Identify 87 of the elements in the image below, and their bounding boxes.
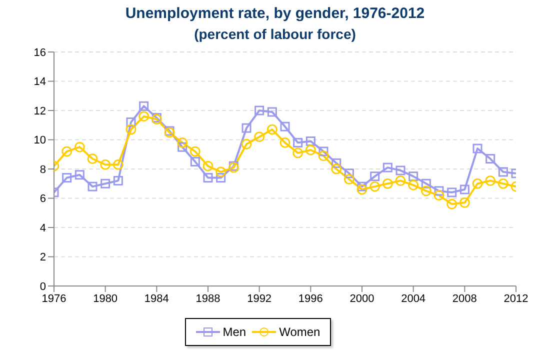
point — [113, 176, 123, 186]
point — [280, 122, 290, 132]
point — [293, 138, 303, 148]
y-tick-label: 4 — [40, 222, 46, 234]
x-tick-label: 1992 — [247, 292, 272, 305]
x-tick-label: 1980 — [93, 292, 118, 305]
point — [216, 173, 226, 183]
point — [459, 197, 470, 208]
point — [254, 132, 265, 142]
x-tick-label: 1996 — [298, 292, 323, 305]
point — [332, 158, 342, 168]
point — [318, 150, 329, 162]
y-tick-label: 6 — [40, 193, 46, 206]
y-tick-label: 14 — [34, 76, 46, 88]
point — [178, 142, 188, 152]
x-tick-label: 1988 — [196, 292, 220, 305]
point — [318, 146, 328, 156]
point — [344, 168, 354, 178]
point — [306, 136, 316, 146]
point — [408, 180, 419, 190]
point — [447, 188, 457, 198]
point — [472, 178, 483, 189]
y-tick-label: 2 — [40, 252, 46, 264]
x-tick-label: 2012 — [504, 292, 528, 305]
point — [139, 101, 149, 111]
y-tick-label: 16 — [34, 46, 46, 59]
point — [408, 172, 418, 182]
point — [396, 166, 406, 176]
point — [472, 144, 482, 154]
point — [331, 164, 342, 174]
point — [216, 166, 226, 178]
point — [460, 184, 470, 194]
x-tick-label: 1984 — [144, 292, 169, 305]
point — [241, 138, 252, 150]
chart-title: Unemployment rate, by gender, 1976-2012 — [124, 4, 426, 24]
point — [370, 172, 380, 182]
point — [202, 160, 214, 172]
point — [138, 111, 150, 122]
point — [280, 137, 290, 148]
point — [190, 156, 200, 166]
point — [485, 175, 496, 186]
point — [486, 154, 496, 164]
point — [370, 181, 380, 192]
point — [112, 159, 124, 170]
point — [74, 170, 84, 180]
point — [357, 182, 367, 192]
point — [267, 107, 277, 117]
y-tick-label: 0 — [40, 280, 46, 293]
point — [177, 137, 188, 148]
point — [190, 146, 200, 157]
point — [382, 162, 392, 172]
point — [292, 148, 304, 158]
point — [62, 173, 72, 183]
y-tick-label: 10 — [34, 134, 46, 147]
point — [242, 123, 252, 133]
x-tick-label: 1976 — [42, 292, 66, 305]
legend-label: Men — [222, 325, 246, 339]
point — [203, 173, 213, 183]
chart-subtitle: (percent of labour force) — [193, 25, 357, 44]
x-tick-label: 2008 — [452, 292, 477, 305]
point — [100, 159, 111, 170]
point — [356, 184, 368, 195]
point — [446, 198, 458, 210]
point — [254, 106, 264, 116]
point — [498, 178, 508, 189]
point — [126, 124, 136, 135]
point — [100, 178, 110, 188]
point — [74, 142, 85, 152]
point — [126, 117, 136, 127]
point — [421, 178, 431, 188]
point — [420, 186, 432, 196]
y-tick-label: 12 — [34, 105, 46, 118]
point — [87, 154, 98, 164]
point — [62, 146, 72, 157]
legend-label: Women — [278, 325, 320, 339]
point — [88, 182, 98, 192]
point — [434, 186, 444, 196]
point — [434, 190, 444, 201]
point — [395, 175, 406, 186]
point — [266, 124, 278, 135]
point — [382, 178, 393, 189]
point — [344, 174, 354, 184]
x-tick-label: 2004 — [401, 292, 426, 305]
x-tick-label: 2000 — [350, 292, 374, 305]
point — [498, 167, 508, 177]
y-tick-label: 8 — [40, 164, 46, 176]
point — [305, 144, 316, 156]
